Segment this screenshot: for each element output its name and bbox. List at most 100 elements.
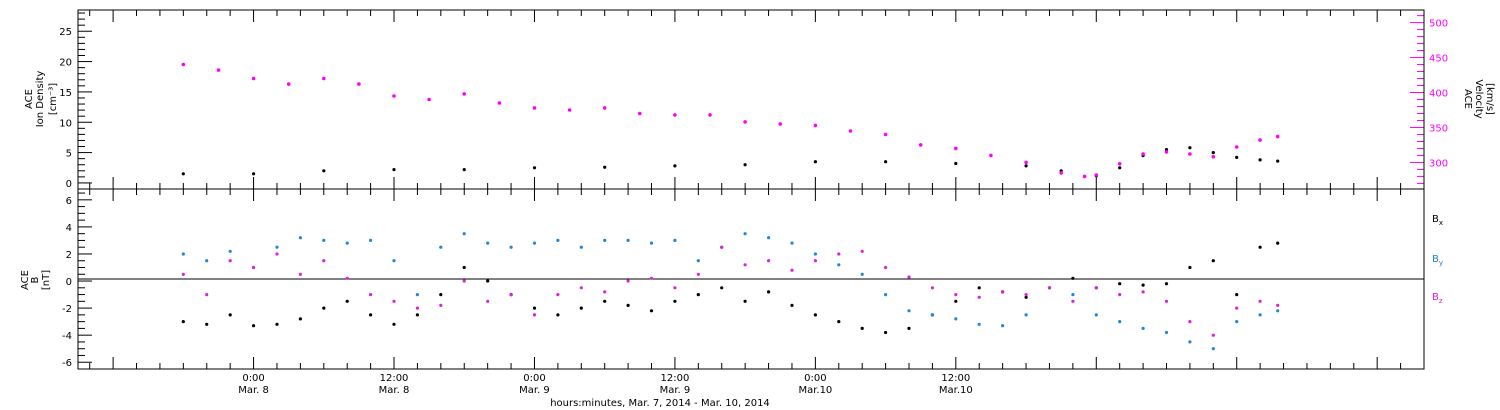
bz-point: [205, 293, 209, 297]
bx-point: [837, 320, 841, 324]
by-point: [837, 263, 841, 267]
velocity-point: [181, 62, 186, 67]
velocity-point: [357, 82, 361, 86]
bz-point: [486, 299, 490, 303]
legend: Bx By Bz: [1432, 214, 1443, 305]
by-point: [907, 309, 911, 313]
density-point: [1188, 146, 1192, 150]
bx-point: [720, 286, 724, 290]
bx-point: [813, 313, 818, 317]
velocity-point: [813, 123, 818, 128]
velocity-point: [322, 76, 326, 81]
by-point: [392, 259, 396, 263]
velocity-point: [848, 129, 853, 133]
bx-point: [532, 306, 537, 310]
bz-point: [556, 293, 560, 297]
bz-point: [579, 286, 583, 290]
velocity-point: [1234, 145, 1239, 149]
bx-point: [252, 324, 256, 328]
by-point: [439, 245, 443, 249]
bz-point: [1047, 286, 1052, 290]
density-tick-label: 0: [66, 179, 72, 190]
by-series: [181, 232, 1280, 351]
by-point: [696, 259, 700, 263]
bx-point: [1024, 295, 1028, 299]
density-axis-label-line2: Ion Density: [35, 71, 46, 128]
bz-point: [345, 276, 349, 280]
velocity-axis-label-line3: [km/s]: [1484, 83, 1495, 115]
field-tick-label: -2: [62, 304, 72, 315]
bz-point: [954, 293, 958, 297]
velocity-point: [602, 106, 607, 110]
time-tick-label: 12:00: [380, 373, 409, 384]
bx-point: [556, 313, 560, 317]
bz-point: [907, 275, 911, 279]
legend-bx: Bx: [1432, 214, 1443, 227]
velocity-point: [497, 101, 502, 105]
density-point: [252, 172, 256, 176]
by-point: [603, 238, 607, 242]
by-point: [509, 245, 513, 249]
field-axis-label-line2: B: [30, 276, 41, 283]
bz-point: [1071, 299, 1075, 303]
density-tick-label: 25: [59, 27, 72, 38]
density-tick-label: 20: [59, 58, 72, 69]
date-tick-label: Mar.10: [939, 385, 973, 396]
bz-point: [181, 272, 185, 276]
field-axis-label-line3: [nT]: [41, 270, 52, 290]
velocity-point: [918, 143, 923, 147]
field-tick-label: 0: [66, 277, 72, 288]
velocity-point: [883, 132, 888, 137]
velocity-point: [673, 113, 677, 117]
legend-bz: Bz: [1432, 292, 1443, 305]
bz-point: [275, 252, 279, 256]
bz-point: [720, 245, 724, 249]
density-point: [813, 160, 818, 164]
bz-point: [813, 259, 818, 263]
ion-density-series: [181, 146, 1280, 178]
bz-point: [252, 265, 256, 270]
bx-point: [1164, 282, 1169, 286]
bx-series: [181, 241, 1280, 335]
bx-point: [860, 326, 864, 330]
density-axis-label-line3: [cm⁻³]: [48, 83, 59, 115]
bz-point: [532, 313, 537, 317]
by-point: [743, 232, 747, 236]
velocity-tick-label: 500: [1429, 19, 1448, 30]
bz-point: [1258, 299, 1262, 303]
bz-point: [369, 293, 373, 297]
velocity-point: [1117, 162, 1122, 166]
bz-point: [1001, 290, 1005, 294]
by-point: [977, 322, 981, 326]
bz-point: [392, 299, 396, 303]
velocity-point: [462, 92, 467, 96]
bx-point: [790, 303, 794, 307]
bz-point: [696, 272, 700, 276]
bx-point: [275, 322, 279, 326]
bx-point: [1211, 259, 1215, 263]
bz-point: [322, 259, 326, 263]
density-point: [462, 168, 466, 172]
field-tick-label: 6: [66, 196, 72, 207]
bx-point: [1235, 293, 1239, 297]
by-point: [626, 238, 630, 242]
date-tick-label: Mar. 8: [238, 385, 269, 396]
bx-point: [603, 299, 607, 303]
velocity-point: [989, 153, 993, 158]
bx-point: [649, 309, 654, 313]
bz-point: [509, 293, 513, 297]
by-point: [954, 317, 958, 321]
by-point: [228, 249, 232, 253]
density-point: [1024, 164, 1028, 168]
density-point: [673, 164, 677, 168]
velocity-point: [1024, 160, 1028, 165]
bx-point: [415, 313, 419, 317]
by-point: [930, 313, 935, 317]
bx-point: [298, 317, 302, 321]
velocity-series: [181, 62, 1280, 179]
density-point: [181, 172, 185, 176]
velocity-point: [286, 82, 291, 86]
legend-by: By: [1432, 254, 1443, 267]
bottom-panel-frame: [77, 188, 1425, 370]
